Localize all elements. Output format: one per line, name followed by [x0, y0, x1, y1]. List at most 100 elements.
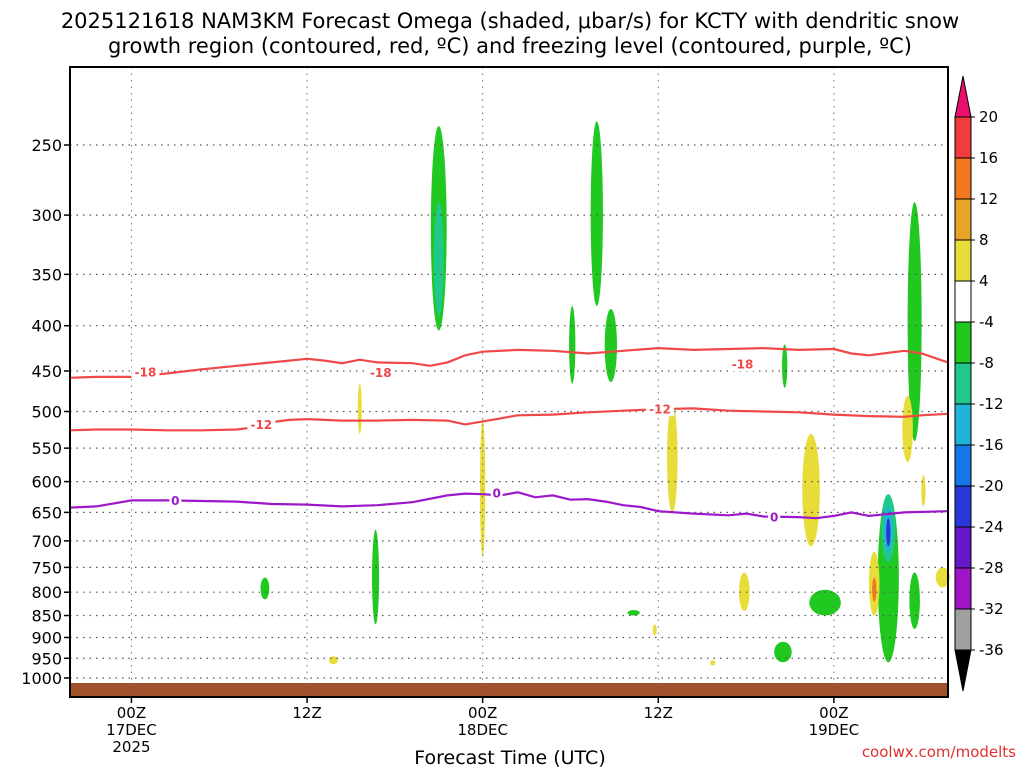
y-tick-label-950: 950: [31, 649, 62, 668]
colorbar-swatch-11: [954, 526, 972, 569]
y-tick-label-900: 900: [31, 628, 62, 647]
y-tick-label-700: 700: [31, 532, 62, 551]
omega-region-7: [260, 577, 270, 600]
colorbar-label-11: -28: [979, 559, 1004, 577]
colorbar-label-9: -20: [979, 477, 1004, 495]
x-tick-label-40-0: 00Z: [819, 704, 848, 722]
y-tick-label-750: 750: [31, 558, 62, 577]
omega-region-2: [590, 121, 603, 306]
colorbar-legend: 20 16 12 8 4 -4 -8 -12 -16 -20 -24 -28 -32 -36: [954, 75, 1004, 692]
omega-region-13: [809, 589, 841, 616]
y-tick-label-500: 500: [31, 403, 62, 422]
colorbar-swatch-13: [954, 608, 972, 651]
x-tick-label-10-0: 12Z: [292, 704, 321, 722]
omega-shading: [260, 121, 950, 666]
colorbar-label-2: 12: [979, 190, 998, 208]
omega-region-16: [627, 610, 640, 616]
colorbar-label-5: -4: [979, 313, 994, 331]
contour-label-bg: [728, 357, 757, 372]
contour-label-bg: [366, 365, 395, 380]
x-tick-label-40-1: 19DEC: [809, 721, 860, 739]
contour-label-0-1: -18: [370, 366, 392, 380]
omega-region-15: [774, 641, 792, 663]
x-tick-label-30-0: 12Z: [644, 704, 673, 722]
omega-region-8: [372, 529, 380, 625]
x-tick-label-20-1: 18DEC: [457, 721, 508, 739]
contour-line-2: [69, 491, 949, 520]
y-tick-label-800: 800: [31, 583, 62, 602]
omega-region-17: [357, 383, 362, 434]
colorbar-swatch-10: [954, 485, 972, 528]
contour-label-bg: [247, 417, 276, 432]
x-tick-label-0-0: 00Z: [117, 704, 146, 722]
y-tick-label-250: 250: [31, 136, 62, 155]
y-tick-label-300: 300: [31, 206, 62, 225]
omega-region-6: [782, 344, 788, 388]
plot-frame: [69, 66, 949, 698]
colorbar-swatch-7: [954, 362, 972, 405]
colorbar-label-10: -24: [979, 518, 1004, 536]
omega-region-19: [667, 403, 678, 513]
y-tick-label-400: 400: [31, 317, 62, 336]
colorbar-label-0: 20: [979, 108, 998, 126]
colorbar-label-7: -12: [979, 395, 1004, 413]
omega-region-14: [909, 572, 920, 629]
x-tick-label-0-2: 2025: [112, 738, 150, 756]
y-tick-label-600: 600: [31, 473, 62, 492]
colorbar-swatch-1: [954, 116, 972, 159]
omega-region-25: [329, 656, 338, 665]
y-tick-label-350: 350: [31, 265, 62, 284]
omega-region-18: [480, 419, 486, 558]
colorbar-label-8: -16: [979, 436, 1004, 454]
contour-label-1-1: -12: [649, 403, 671, 417]
colorbar-swatch-2: [954, 157, 972, 200]
colorbar-swatch-12: [954, 567, 972, 610]
grid-lines: [70, 67, 948, 697]
contour-label-2-0: 0: [171, 494, 179, 508]
colorbar-swatch-9: [954, 444, 972, 487]
colorbar-label-12: -32: [979, 600, 1004, 618]
contour-label-1-0: -12: [251, 418, 273, 432]
contour-labels: -18 -18 -18 -12 -12 0 0 0: [131, 357, 781, 525]
omega-region-23: [739, 572, 750, 611]
y-tick-label-550: 550: [31, 439, 62, 458]
omega-region-26: [710, 660, 716, 666]
colorbar-label-6: -8: [979, 354, 994, 372]
omega-region-21: [902, 395, 913, 462]
colorbar-swatch-4: [954, 239, 972, 282]
contour-label-bg: [490, 485, 503, 500]
colorbar-label-3: 8: [979, 231, 989, 249]
y-tick-label-650: 650: [31, 503, 62, 522]
omega-region-3: [569, 305, 576, 384]
contour-label-2-2: 0: [770, 511, 778, 525]
contour-label-bg: [646, 402, 675, 417]
contour-lines: [69, 346, 949, 520]
colorbar-swatch-8: [954, 403, 972, 446]
x-tick-label-20-0: 00Z: [468, 704, 497, 722]
credit-link[interactable]: coolwx.com/modelts: [862, 743, 1016, 761]
omega-region-28: [935, 567, 950, 588]
colorbar-bottom-arrow: [954, 649, 972, 692]
x-tick-label-0-1: 17DEC: [106, 721, 157, 739]
contour-label-bg: [768, 510, 781, 525]
colorbar-label-4: 4: [979, 272, 989, 290]
contour-label-bg: [131, 364, 160, 379]
chart-title-line-1: 2025121618 NAM3KM Forecast Omega (shaded…: [61, 9, 959, 33]
colorbar-swatch-5: [954, 280, 972, 323]
contour-line-1: [69, 407, 949, 432]
x-axis-label: Forecast Time (UTC): [414, 747, 605, 768]
contour-label-bg: [169, 493, 182, 508]
chart-title-line-2: growth region (contoured, red, ºC) and f…: [108, 34, 912, 58]
omega-region-20: [802, 433, 820, 547]
contour-label-0-0: -18: [135, 365, 157, 379]
omega-region-27: [652, 624, 657, 636]
omega-region-12: [886, 518, 891, 547]
contour-label-0-2: -18: [732, 358, 754, 372]
colorbar-top-arrow: [954, 75, 972, 118]
omega-region-4: [604, 309, 617, 382]
omega-region-29: [872, 577, 877, 602]
y-tick-label-850: 850: [31, 607, 62, 626]
colorbar-label-1: 16: [979, 149, 998, 167]
